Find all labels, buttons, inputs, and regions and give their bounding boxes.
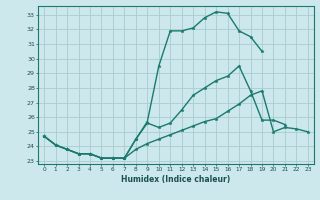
X-axis label: Humidex (Indice chaleur): Humidex (Indice chaleur) [121,175,231,184]
